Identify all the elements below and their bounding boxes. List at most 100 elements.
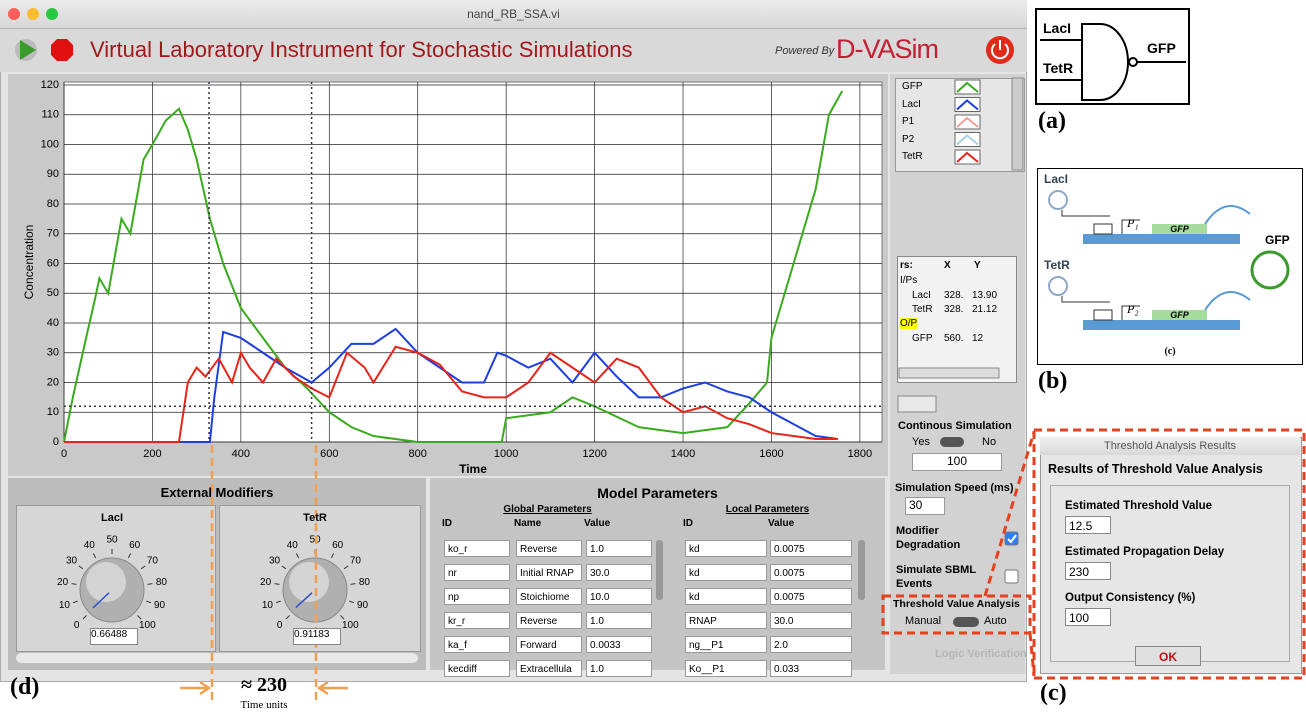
numeric-field[interactable]: 0.66488 — [90, 628, 138, 645]
table-scrollbar — [858, 540, 865, 600]
table-cell: 1.0 — [586, 540, 652, 557]
table-cell: Initial RNAP — [516, 564, 582, 581]
table-cell: 2.0 — [770, 636, 852, 653]
table-cell: 0.0075 — [770, 588, 852, 605]
x-tick-label: 200 — [143, 448, 161, 460]
cursor-header: rs: — [900, 260, 913, 271]
knob-tick — [72, 584, 77, 585]
gene-label: GFP — [1152, 224, 1207, 234]
y-tick-label: 30 — [47, 347, 59, 359]
gate-input: TetR — [1043, 60, 1073, 76]
numeric-field[interactable]: 100 — [912, 453, 1002, 471]
knob-tick — [282, 566, 286, 569]
y-tick-label: 50 — [47, 287, 59, 299]
table-cell: Stoichiome — [516, 588, 582, 605]
table-cell: Ko__P1 — [685, 660, 767, 677]
table-scrollbar — [656, 540, 663, 600]
dna — [1083, 234, 1240, 244]
knob-scale-label: 90 — [357, 600, 369, 611]
caption: (c) — [1037, 346, 1303, 357]
x-axis-label: Time — [459, 462, 487, 476]
y-tick-label: 0 — [53, 436, 59, 448]
knob-scale-label: 30 — [66, 555, 78, 566]
numeric-field: 230 — [1065, 562, 1111, 580]
knob-scale-label: 40 — [287, 540, 299, 551]
table-cell: Forward — [516, 636, 582, 653]
table-cell: ng__P1 — [685, 636, 767, 653]
x-tick-label: 1200 — [582, 448, 606, 460]
cursor-group: O/P — [900, 318, 917, 329]
toggle-switch[interactable] — [953, 617, 979, 627]
operator — [1094, 310, 1112, 320]
repression — [1062, 210, 1110, 216]
y-tick-label: 80 — [47, 198, 59, 210]
table-cell: Reverse — [516, 612, 582, 629]
column-header: Value — [768, 518, 794, 529]
ok-button[interactable]: OK — [1135, 646, 1201, 666]
operator — [1094, 224, 1112, 234]
promoter-label: P₁ — [1127, 216, 1139, 231]
knob-tick — [146, 601, 151, 603]
control-label: Modifier Degradation — [896, 524, 976, 552]
knob-scale-label: 100 — [342, 620, 359, 631]
delay-unit: Time units — [214, 699, 314, 711]
gene-label: GFP — [1152, 310, 1207, 320]
numeric-field[interactable]: 0.91183 — [293, 628, 341, 645]
y-axis-label: Concentration — [22, 225, 36, 300]
table-cell: Reverse — [516, 540, 582, 557]
expression-arrow — [1205, 292, 1250, 310]
column-header: ID — [683, 518, 693, 529]
legend-swatch — [955, 98, 980, 112]
table-title: Global Parameters — [440, 504, 655, 515]
figure-label: (a) — [1038, 108, 1066, 135]
field-label: Estimated Threshold Value — [1065, 500, 1212, 512]
arrow — [319, 682, 348, 694]
knob-scale-label: 60 — [129, 540, 141, 551]
dna — [1083, 320, 1240, 330]
control-label: Simulate SBML Events — [896, 563, 976, 591]
x-tick-label: 600 — [320, 448, 338, 460]
button-label[interactable]: Logic Verification — [935, 648, 1027, 660]
y-tick-label: 120 — [41, 79, 59, 91]
knob-tick — [79, 566, 83, 569]
toggle-switch[interactable] — [940, 437, 964, 447]
knob-scale-label: 10 — [262, 600, 274, 611]
knob-tick — [141, 566, 145, 569]
column-header: Name — [514, 518, 541, 529]
cursor-group: I/Ps — [900, 275, 917, 286]
knob-tick — [286, 615, 290, 619]
table-cell: np — [444, 588, 510, 605]
checkbox[interactable] — [1005, 570, 1018, 583]
gate-input: LacI — [1043, 20, 1071, 36]
x-tick-label: 800 — [409, 448, 427, 460]
numeric-field[interactable]: 30 — [905, 497, 945, 515]
table-cell: 30.0 — [770, 612, 852, 629]
dialog-heading: Results of Threshold Value Analysis — [1048, 462, 1263, 476]
legend-label: GFP — [902, 81, 923, 92]
table-cell: 30.0 — [586, 564, 652, 581]
cursor-cell: 560. — [944, 333, 963, 344]
cursor-cell: TetR — [912, 304, 933, 315]
toggle-label: Yes — [912, 436, 930, 448]
page: 0102030405060708090100110120020040060080… — [0, 0, 1306, 715]
cursor-cell: GFP — [912, 333, 933, 344]
knob-tick — [351, 584, 356, 585]
cursor-cell: LacI — [912, 290, 931, 301]
knob-scale-label: 70 — [350, 555, 362, 566]
knob-scale-label: 40 — [84, 540, 96, 551]
nand-bubble — [1129, 58, 1137, 66]
figure-label: (d) — [10, 674, 39, 701]
stop-button[interactable] — [51, 39, 73, 61]
y-tick-label: 60 — [47, 257, 59, 269]
cursor-cell: 13.90 — [972, 290, 997, 301]
cursor-header: Y — [974, 260, 981, 271]
checkbox[interactable] — [1005, 532, 1018, 545]
table-cell: RNAP — [685, 612, 767, 629]
table-cell: 0.0075 — [770, 540, 852, 557]
knob-scale-label: 20 — [57, 577, 69, 588]
table-cell: kr_r — [444, 612, 510, 629]
knob-tick — [148, 584, 153, 585]
toggle-label: Manual — [905, 615, 941, 627]
y-tick-label: 10 — [47, 406, 59, 418]
numeric-field: 100 — [1065, 608, 1111, 626]
